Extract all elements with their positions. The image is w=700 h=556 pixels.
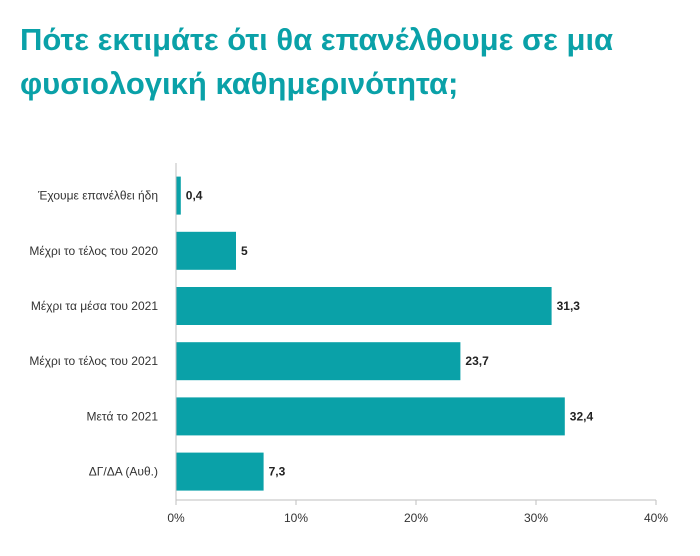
bar — [176, 176, 181, 215]
bar — [176, 397, 565, 436]
category-label: Μέχρι το τέλος του 2021 — [29, 354, 158, 368]
category-label: ΔΓ/ΔΑ (Αυθ.) — [89, 465, 158, 479]
category-label: Μέχρι το τέλος του 2020 — [29, 244, 158, 258]
value-label: 32,4 — [570, 409, 594, 423]
category-label: Μέχρι τα μέσα του 2021 — [31, 299, 158, 313]
chart-title-line-2: φυσιολογική καθημερινότητα; — [20, 66, 459, 101]
category-labels-group: Έχουμε επανέλθει ήδη Μέχρι το τέλος του 2… — [29, 189, 158, 479]
x-axis: 0% 10% 20% 30% 40% — [167, 163, 668, 525]
chart-title-line-1: Πότε εκτιμάτε ότι θα επανέλθουμε σε μια — [20, 22, 614, 57]
value-labels-group: 0,4 5 31,3 23,7 32,4 7,3 — [186, 189, 594, 479]
value-label: 0,4 — [186, 189, 203, 203]
bar — [176, 231, 236, 270]
x-tick-label: 20% — [404, 511, 428, 525]
value-label: 23,7 — [465, 354, 489, 368]
x-tick-label: 30% — [524, 511, 548, 525]
x-tick-label: 0% — [167, 511, 185, 525]
bar — [176, 342, 461, 381]
bar — [176, 452, 264, 491]
category-label: Μετά το 2021 — [87, 409, 159, 423]
bars-group — [176, 176, 565, 491]
x-tick-label: 10% — [284, 511, 308, 525]
value-label: 5 — [241, 244, 248, 258]
chart-title: Πότε εκτιμάτε ότι θα επανέλθουμε σε μια … — [20, 18, 680, 106]
bar — [176, 287, 552, 325]
value-label: 7,3 — [269, 465, 286, 479]
x-tick-label: 40% — [644, 511, 668, 525]
value-label: 31,3 — [557, 299, 581, 313]
category-label: Έχουμε επανέλθει ήδη — [37, 189, 158, 203]
